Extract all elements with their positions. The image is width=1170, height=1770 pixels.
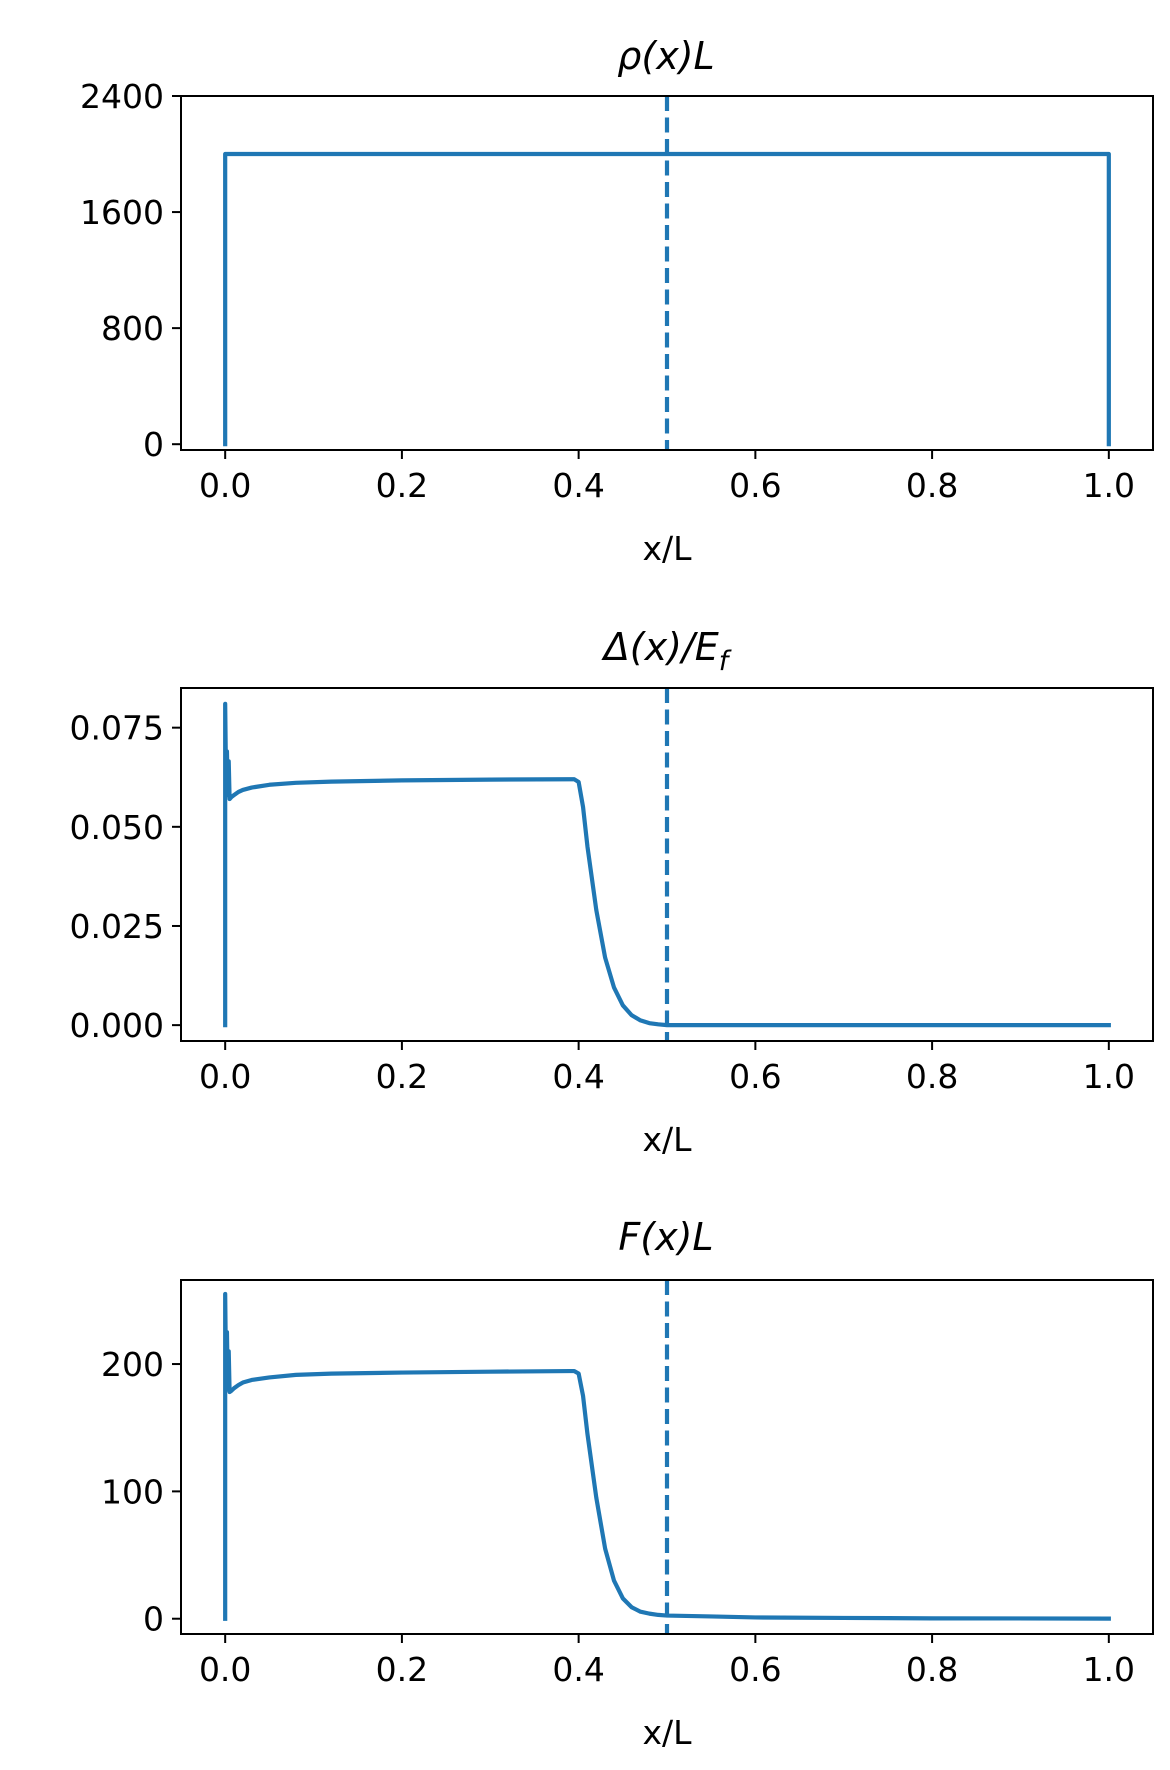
gap-y-tick-label: 0.050 xyxy=(70,808,164,847)
density-x-axis-label: x/L xyxy=(642,529,692,568)
force-axes-frame xyxy=(180,1279,1154,1635)
gap-x-tick-label: 0.4 xyxy=(552,1057,604,1096)
force-x-tick-label: 0.8 xyxy=(906,1650,958,1689)
gap-x-tick-label: 0.2 xyxy=(376,1057,428,1096)
density-y-tick-label: 2400 xyxy=(80,77,164,116)
force-x-tick-label: 1.0 xyxy=(1083,1650,1135,1689)
gap-x-tick-label: 1.0 xyxy=(1083,1057,1135,1096)
gap-series-line xyxy=(223,701,1111,1028)
density-y-tick-label: 800 xyxy=(101,309,164,348)
density-series-line xyxy=(223,151,1111,447)
gap-panel: Δ(x)/Ef 0.0 0.2 0.4 0.6 0.8 1.0 0.000 0.025 0.05… xyxy=(70,625,1154,1159)
force-y-tick-label: 100 xyxy=(101,1472,164,1511)
gap-y-tick-label: 0.075 xyxy=(70,709,164,748)
density-x-tick-label: 0.6 xyxy=(729,466,781,505)
density-x-tick-label: 0.0 xyxy=(199,466,251,505)
density-axes-frame xyxy=(180,95,1154,451)
gap-y-tick-label: 0.000 xyxy=(70,1006,164,1045)
gap-x-tick-label: 0.6 xyxy=(729,1057,781,1096)
density-y-tick-label: 0 xyxy=(143,425,164,464)
density-x-tick-label: 1.0 xyxy=(1083,466,1135,505)
force-x-axis-label: x/L xyxy=(642,1713,692,1752)
force-panel-title: F(x)L xyxy=(618,1215,713,1259)
force-y-tick-label: 200 xyxy=(101,1345,164,1384)
gap-x-axis-label: x/L xyxy=(642,1120,692,1159)
density-x-tick-label: 0.2 xyxy=(376,466,428,505)
force-series-line xyxy=(223,1291,1111,1621)
gap-x-tick-label: 0.0 xyxy=(199,1057,251,1096)
force-x-tick-label: 0.6 xyxy=(729,1650,781,1689)
density-panel: ρ(x)L 0.0 0.2 0.4 0.6 0.8 1.0 0 800 1600 2400 x/L xyxy=(80,34,1154,568)
density-y-tick-label: 1600 xyxy=(80,193,164,232)
gap-panel-title: Δ(x)/Ef xyxy=(601,625,732,677)
force-panel: F(x)L 0.0 0.2 0.4 0.6 0.8 1.0 0 100 200 x/L xyxy=(101,1215,1154,1752)
gap-x-tick-label: 0.8 xyxy=(906,1057,958,1096)
force-x-tick-label: 0.4 xyxy=(552,1650,604,1689)
density-x-tick-label: 0.4 xyxy=(552,466,604,505)
gap-panel-title-base: Δ(x)/E xyxy=(601,625,719,669)
force-x-tick-label: 0.2 xyxy=(376,1650,428,1689)
density-panel-title: ρ(x)L xyxy=(617,34,714,78)
density-x-tick-label: 0.8 xyxy=(906,466,958,505)
gap-y-tick-label: 0.025 xyxy=(70,907,164,946)
force-x-tick-label: 0.0 xyxy=(199,1650,251,1689)
gap-axes-frame xyxy=(180,687,1154,1042)
force-y-tick-label: 0 xyxy=(143,1600,164,1639)
